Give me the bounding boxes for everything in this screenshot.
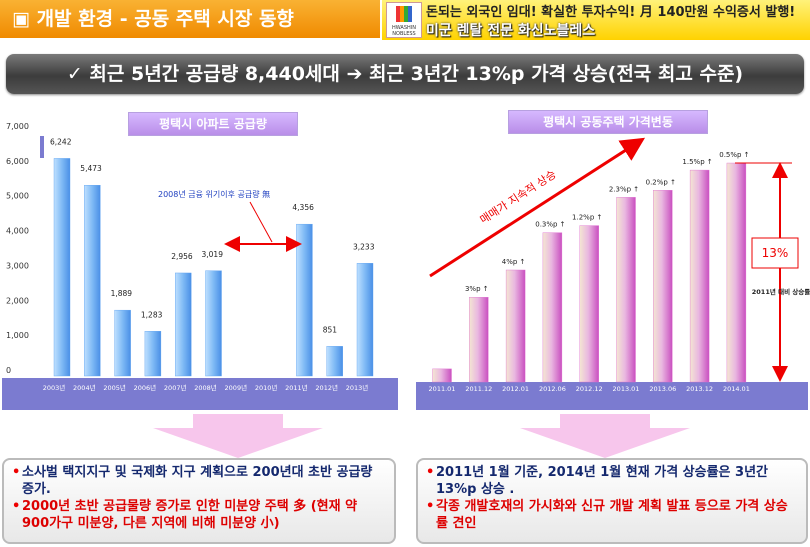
value-label: 3,019 [202, 250, 224, 259]
value-label: 5,473 [80, 164, 102, 173]
change-label: 0.2%p ↑ [646, 178, 676, 186]
bar [53, 158, 71, 377]
x-tick-label: 2014.01 [723, 385, 750, 393]
value-label: 6,242 [50, 137, 72, 146]
bar [144, 331, 162, 377]
note: 소사벌 택지지구 및 국제화 지구 계획으로 200년대 초반 공급량 증가. [12, 464, 386, 498]
value-label: 1,889 [111, 289, 133, 298]
change-label: 1.2%p ↑ [572, 214, 602, 222]
change-label: 3%p ↑ [465, 285, 489, 293]
note-box: 소사벌 택지지구 및 국제화 지구 계획으로 200년대 초반 공급량 증가. … [2, 458, 396, 544]
x-tick-label: 2008년 [194, 383, 217, 392]
bar [542, 232, 563, 383]
header-title: ▣ 개발 환경 - 공동 주택 시장 동향 [0, 0, 380, 38]
x-tick-label: 2012.12 [576, 385, 603, 393]
note: 2000년 초반 공급물량 증가로 인한 미분양 주택 多 (현재 약 900가… [12, 498, 386, 532]
marker [40, 136, 44, 158]
x-tick-label: 2011년 [285, 383, 308, 392]
y-tick-label: 1,000 [6, 331, 29, 340]
change-label: 2.3%p ↑ [609, 185, 639, 193]
x-tick-label: 2013년 [346, 383, 369, 392]
bar [356, 263, 374, 377]
x-tick-label: 2011.01 [429, 385, 456, 393]
down-arrow [153, 414, 323, 458]
x-tick-label: 2009년 [225, 383, 248, 392]
annotation: 2011년 대비 상승률 [752, 287, 810, 296]
bar [469, 297, 489, 383]
bar [579, 225, 599, 383]
trend-arrow [429, 137, 646, 278]
x-tick-label: 2013.12 [686, 385, 713, 393]
change-label: 4%p ↑ [502, 258, 526, 266]
annotation-arrow [249, 201, 273, 243]
change-label: 0.5%p ↑ [719, 151, 749, 159]
bar [326, 346, 343, 377]
chart-title: 평택시 아파트 공급량 [128, 112, 298, 136]
bar [84, 185, 101, 377]
x-tick-label: 2006년 [134, 383, 157, 392]
bar [114, 309, 131, 377]
value-label: 4,356 [292, 203, 314, 212]
y-tick-label: 0 [6, 366, 11, 375]
x-tick-label: 2012.01 [502, 385, 529, 393]
x-tick-label: 2004년 [73, 383, 96, 392]
value-label: 851 [323, 325, 338, 334]
value-label: 1,283 [141, 310, 163, 319]
x-tick-label: 2003년 [43, 383, 66, 392]
y-tick-label: 4,000 [6, 227, 29, 236]
annotation: 2008년 금융 위기이후 공급량 無 [158, 189, 270, 199]
x-tick-label: 2010년 [255, 383, 278, 392]
headline: ✓ 최근 5년간 공급량 8,440세대 ➔ 최근 3년간 13%p 가격 상승… [6, 54, 804, 94]
bar [726, 162, 747, 383]
note-box: 2011년 1월 기준, 2014년 1월 현재 가격 상승률은 3년간 13%… [416, 458, 808, 544]
y-tick-label: 5,000 [6, 192, 29, 201]
bar [653, 190, 673, 383]
x-tick-label: 2013.06 [649, 385, 676, 393]
annotation-box [751, 237, 799, 269]
y-tick-label: 7,000 [6, 122, 29, 131]
bar [174, 272, 192, 377]
bar [616, 197, 636, 383]
x-tick-label: 2007년 [164, 383, 187, 392]
change-label: 1.5%p ↑ [682, 158, 712, 166]
logo: HWASHIN NOBLESS [386, 2, 422, 38]
value-label: 3,233 [353, 242, 375, 251]
x-tick-label: 2012.06 [539, 385, 566, 393]
x-tick-label: 2011.12 [465, 385, 492, 393]
x-tick-label: 2012년 [315, 383, 338, 392]
x-tick-label: 2005년 [103, 383, 126, 392]
bar [296, 223, 313, 377]
down-arrow [520, 414, 690, 458]
bar [505, 269, 526, 383]
banner-top: 돈되는 외국인 임대! 확실한 투자수익! 月 140만원 수익증서 발행! [426, 5, 796, 20]
note: 2011년 1월 기준, 2014년 1월 현재 가격 상승률은 3년간 13%… [426, 464, 798, 498]
y-tick-label: 3,000 [6, 261, 29, 270]
axis-band [2, 378, 398, 410]
y-tick-label: 2,000 [6, 296, 29, 305]
value-label: 2,956 [171, 252, 193, 261]
bar [689, 169, 710, 383]
axis-band [416, 382, 808, 410]
banner [382, 0, 810, 40]
bar [432, 368, 452, 383]
change-label: 0.3%p ↑ [535, 221, 565, 229]
note: 각종 개발호재의 가시화와 신규 개발 계획 발표 등으로 가격 상승률 견인 [426, 498, 798, 532]
chart-title: 평택시 공동주택 가격변동 [508, 110, 708, 134]
bar [205, 270, 222, 377]
y-tick-label: 6,000 [6, 157, 29, 166]
x-tick-label: 2013.01 [613, 385, 640, 393]
annotation: 13% [762, 246, 789, 260]
banner-bottom: 미군 렌탈 전문 화신노블레스 [426, 23, 596, 39]
